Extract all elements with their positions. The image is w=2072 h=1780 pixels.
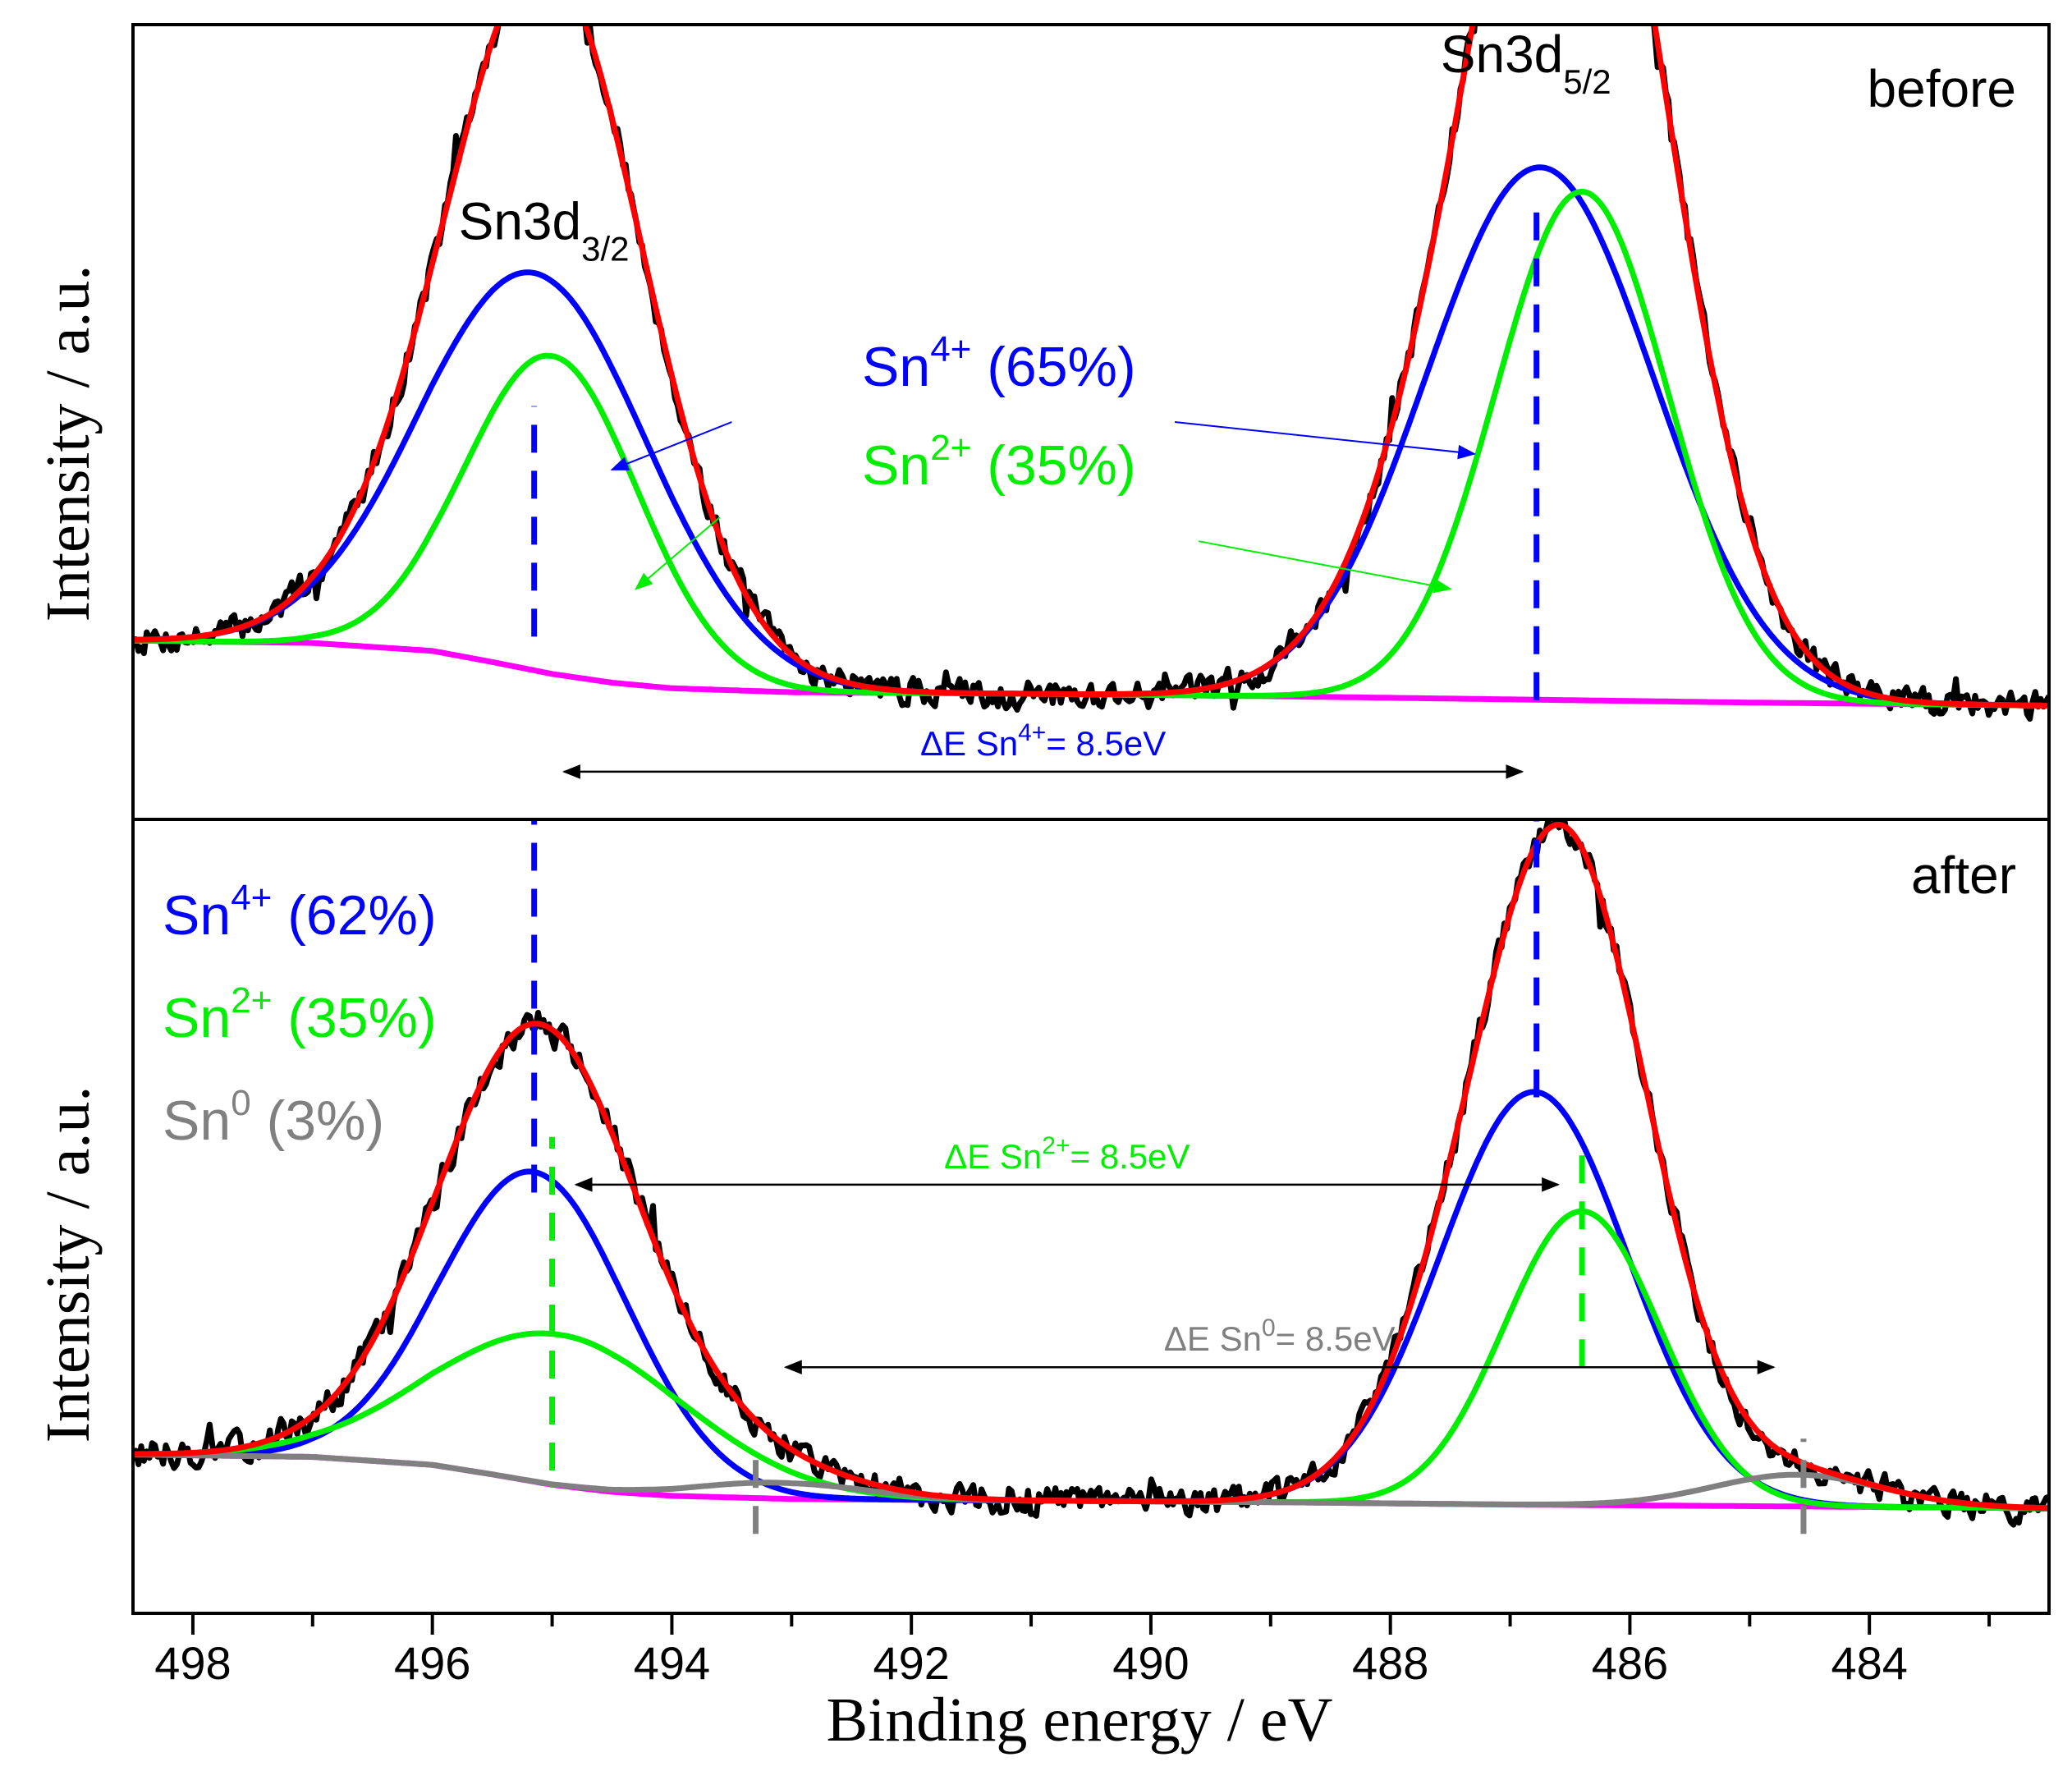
- legend-after-sn0: Sn0 (3%): [163, 1083, 384, 1152]
- legend-main: Sn: [862, 336, 930, 398]
- pointer-before-2: [635, 516, 721, 590]
- peak-label-1: Sn3d5/2: [1441, 25, 1611, 101]
- x-tick-label: 488: [1352, 1637, 1428, 1689]
- envelope-fit-before: [133, 25, 2049, 709]
- peak-label-sub: 5/2: [1563, 62, 1611, 101]
- legend-sup: 2+: [231, 980, 272, 1021]
- pointer-before-3: [1199, 540, 1452, 594]
- legend-pct: (35%): [971, 434, 1135, 497]
- legend-sup: 4+: [930, 329, 971, 369]
- legend-main: Sn: [163, 987, 231, 1049]
- legend-pct: (3%): [251, 1090, 384, 1152]
- delta-label-sup: 4+: [1018, 719, 1046, 746]
- delta-label-tail: = 8.5eV: [1070, 1137, 1190, 1176]
- text-layer: Binding energy / eV Intensity / a.u. Int…: [34, 25, 2016, 1755]
- legend-pct: (62%): [272, 884, 436, 947]
- delta-label-main: ΔE Sn: [1164, 1319, 1262, 1358]
- delta-label-tail: = 8.5eV: [1046, 724, 1166, 763]
- legend-pct: (65%): [971, 336, 1135, 398]
- peak-label-main: Sn3d: [1441, 25, 1563, 84]
- panel-label-before: before: [1868, 59, 2016, 118]
- delta-label-before-0: ΔE Sn4+= 8.5eV: [920, 719, 1166, 763]
- legend-before-sn4plus: Sn4+ (65%): [862, 329, 1136, 398]
- delta-label-tail: = 8.5eV: [1276, 1319, 1396, 1358]
- x-tick-label: 498: [154, 1637, 231, 1689]
- x-tick-label: 494: [634, 1637, 710, 1689]
- peak-label-sub: 3/2: [581, 229, 629, 268]
- plot-layer: [133, 25, 2049, 1535]
- x-tick-label: 492: [873, 1637, 949, 1689]
- legend-after-sn2plus: Sn2+ (35%): [163, 980, 437, 1049]
- legend-main: Sn: [163, 884, 231, 947]
- legend-before-sn2plus: Sn2+ (35%): [862, 428, 1136, 497]
- delta-label-main: ΔE Sn: [944, 1137, 1042, 1176]
- legend-after-sn4plus: Sn4+ (62%): [163, 878, 437, 947]
- delta-label-sup: 2+: [1042, 1132, 1070, 1159]
- envelope-fit-after: [133, 822, 2049, 1512]
- x-tick-label: 486: [1592, 1637, 1668, 1689]
- legend-main: Sn: [862, 434, 930, 497]
- delta-label-after-0: ΔE Sn2+= 8.5eV: [944, 1132, 1190, 1176]
- x-axis-label: Binding energy / eV: [826, 1686, 1332, 1755]
- peak-label-0: Sn3d3/2: [459, 191, 630, 268]
- x-tick-label: 484: [1831, 1637, 1907, 1689]
- panel-before-curves: [133, 25, 2049, 722]
- frame-layer: [131, 23, 2051, 1635]
- delta-label-sup: 0: [1262, 1314, 1276, 1342]
- legend-sup: 2+: [930, 428, 971, 468]
- panel-label-after: after: [1911, 846, 2016, 905]
- delta-label-after-1: ΔE Sn0= 8.5eV: [1164, 1314, 1396, 1358]
- pointer-before-0: [610, 421, 732, 471]
- legend-sup: 4+: [231, 878, 272, 918]
- x-tick-label: 496: [394, 1637, 470, 1689]
- legend-sup: 0: [231, 1083, 250, 1123]
- panel-after-curves: [133, 819, 2049, 1528]
- peak-label-main: Sn3d: [459, 191, 581, 250]
- y-axis-label-after: Intensity / a.u.: [34, 1086, 103, 1443]
- pointer-before-1: [1175, 421, 1476, 460]
- y-axis-label-before: Intensity / a.u.: [34, 265, 103, 622]
- legend-main: Sn: [163, 1090, 231, 1152]
- x-tick-label: 490: [1112, 1637, 1189, 1689]
- legend-pct: (35%): [272, 987, 436, 1049]
- delta-label-main: ΔE Sn: [920, 724, 1018, 763]
